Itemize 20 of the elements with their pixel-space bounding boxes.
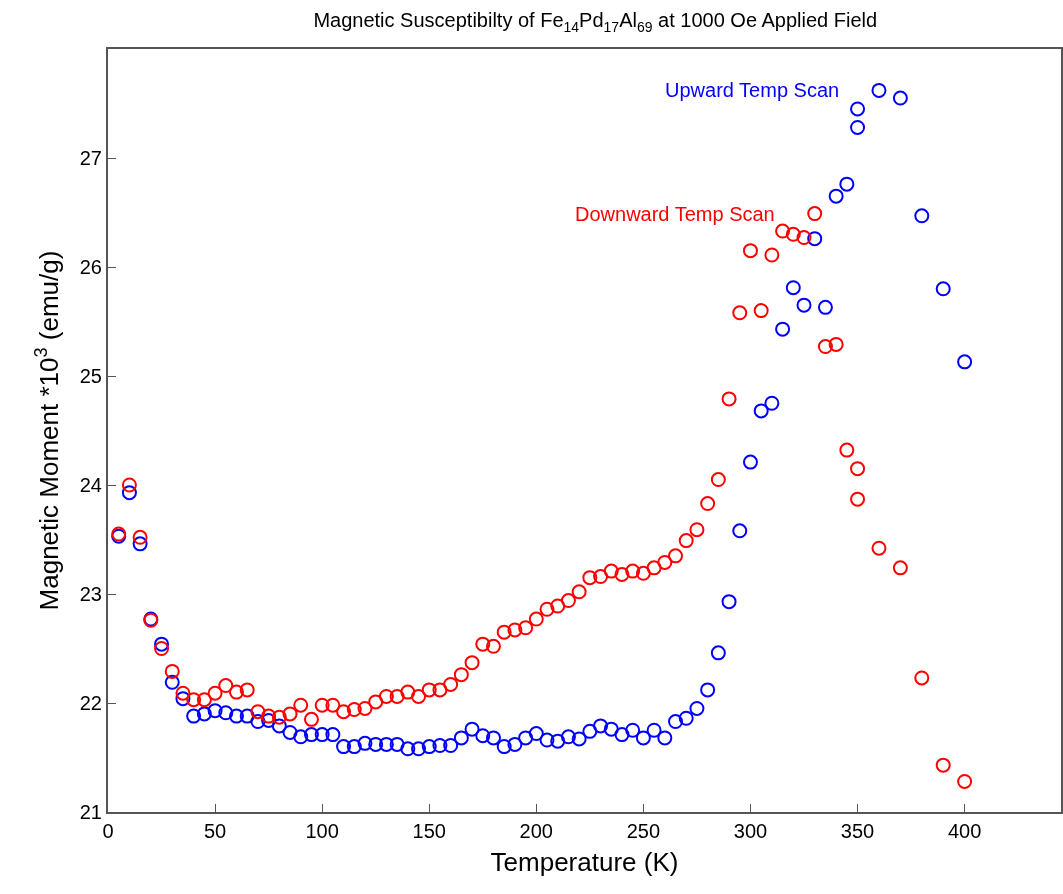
y-tick-label: 27: [79, 147, 102, 169]
x-tick-label: 0: [102, 820, 114, 842]
x-tick-label: 350: [840, 820, 875, 842]
x-tick-label: 50: [203, 820, 227, 842]
x-tick-label: 250: [626, 820, 661, 842]
x-tick-label: 400: [947, 820, 982, 842]
y-tick-label: 24: [79, 474, 102, 496]
series-label: Upward Temp Scan: [665, 79, 840, 101]
y-tick-label: 26: [79, 256, 102, 278]
chart-title: Magnetic Susceptibilty of Fe$_{14}$Pd$_{17}$Al$_{69}$ at 1000 Oe Applied Field: [313, 9, 878, 35]
x-tick-label: 300: [733, 820, 768, 842]
x-axis-title: Temperature (K): [490, 847, 679, 878]
series-label: Downward Temp Scan: [575, 203, 775, 225]
y-tick-label: 23: [79, 583, 102, 605]
y-tick-label: 25: [79, 365, 102, 387]
y-tick-label: 22: [79, 692, 102, 714]
x-tick-label: 100: [305, 820, 339, 842]
y-tick-label: 21: [79, 801, 102, 823]
x-tick-label: 200: [519, 820, 553, 842]
x-tick-label: 150: [412, 820, 446, 842]
